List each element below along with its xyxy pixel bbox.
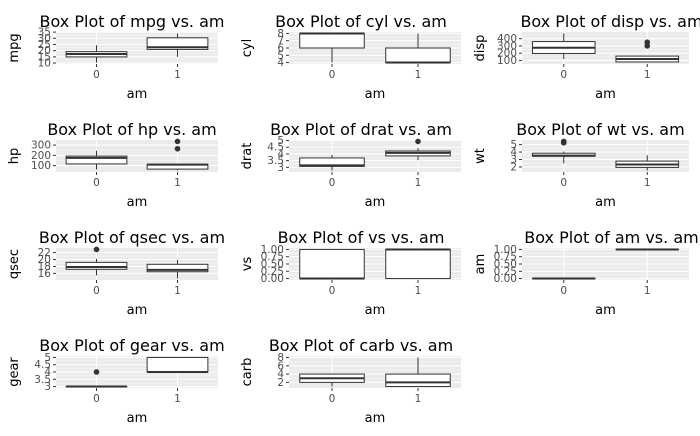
y-axis-label: mpg	[7, 33, 22, 62]
y-tick-label: 200	[31, 150, 51, 162]
panel-title: Box Plot of cyl vs. am	[275, 12, 447, 31]
y-axis-label: carb	[240, 358, 255, 387]
panel-title: Box Plot of gear vs. am	[39, 336, 224, 355]
panel-title: Box Plot of hp vs. am	[47, 120, 216, 139]
y-tick-label: 1.00	[494, 244, 517, 256]
box-body	[300, 249, 365, 278]
box-body	[386, 374, 451, 386]
box-body	[147, 357, 208, 372]
x-tick-label: 0	[93, 393, 100, 405]
y-axis-label: qsec	[7, 249, 22, 279]
box-body	[386, 48, 451, 63]
x-tick-label: 1	[415, 285, 422, 297]
box-0	[300, 249, 365, 278]
x-axis-label: am	[127, 87, 148, 102]
outlier-point	[175, 146, 181, 152]
x-tick-label: 1	[415, 177, 422, 189]
y-tick-label: 100	[31, 160, 51, 172]
x-axis-label: am	[365, 411, 386, 426]
x-tick-label: 0	[329, 69, 336, 81]
y-axis-label: wt	[473, 148, 488, 164]
y-axis-label: gear	[7, 357, 22, 387]
x-tick-label: 0	[560, 285, 567, 297]
x-tick-label: 1	[644, 285, 651, 297]
x-axis-label: am	[365, 87, 386, 102]
outlier-point	[415, 139, 421, 145]
x-tick-label: 1	[415, 393, 422, 405]
panel-title: Box Plot of carb vs. am	[269, 336, 453, 355]
x-axis-label: am	[127, 195, 148, 210]
x-axis-label: am	[595, 303, 616, 318]
x-axis-label: am	[127, 411, 148, 426]
y-tick-label: 300	[31, 140, 51, 152]
box-body	[300, 33, 365, 48]
y-axis-label: cyl	[240, 39, 255, 57]
box-1	[147, 357, 208, 372]
x-axis-label: am	[127, 303, 148, 318]
y-axis-label: vs	[240, 257, 255, 272]
y-tick-label: 5	[510, 139, 517, 151]
panel-title: Box Plot of vs vs. am	[278, 228, 445, 247]
outlier-point	[644, 39, 650, 45]
panel-title: Box Plot of qsec vs. am	[39, 228, 225, 247]
x-tick-label: 0	[93, 285, 100, 297]
x-tick-label: 0	[329, 177, 336, 189]
outlier-point	[561, 139, 567, 145]
y-axis-label: hp	[7, 148, 22, 165]
y-axis-label: disp	[473, 35, 488, 62]
y-tick-label: 400	[497, 33, 517, 45]
panel-title: Box Plot of disp vs. am	[520, 12, 700, 31]
panel-title: Box Plot of wt vs. am	[516, 120, 684, 139]
x-tick-label: 1	[644, 177, 651, 189]
x-tick-label: 0	[560, 177, 567, 189]
panel-title: Box Plot of drat vs. am	[270, 120, 452, 139]
y-tick-label: 22	[38, 247, 51, 259]
x-tick-label: 0	[329, 285, 336, 297]
x-axis-label: am	[595, 195, 616, 210]
x-tick-label: 1	[174, 69, 181, 81]
box-body	[386, 249, 451, 278]
x-tick-label: 1	[644, 69, 651, 81]
box-body	[66, 262, 127, 269]
y-axis-label: am	[473, 254, 488, 275]
x-axis-label: am	[595, 87, 616, 102]
x-axis-label: am	[365, 195, 386, 210]
x-tick-label: 1	[415, 69, 422, 81]
y-axis-label: drat	[240, 143, 255, 170]
outlier-point	[175, 139, 181, 145]
x-tick-label: 1	[174, 285, 181, 297]
outlier-point	[94, 247, 100, 253]
x-tick-label: 0	[93, 177, 100, 189]
x-tick-label: 1	[174, 177, 181, 189]
x-axis-label: am	[365, 303, 386, 318]
x-tick-label: 0	[560, 69, 567, 81]
x-tick-label: 1	[174, 393, 181, 405]
outlier-point	[94, 369, 100, 375]
x-tick-label: 0	[93, 69, 100, 81]
box-1	[386, 249, 451, 278]
panel-title: Box Plot of am vs. am	[524, 228, 698, 247]
x-tick-label: 0	[329, 393, 336, 405]
panel-title: Box Plot of mpg vs. am	[40, 12, 225, 31]
